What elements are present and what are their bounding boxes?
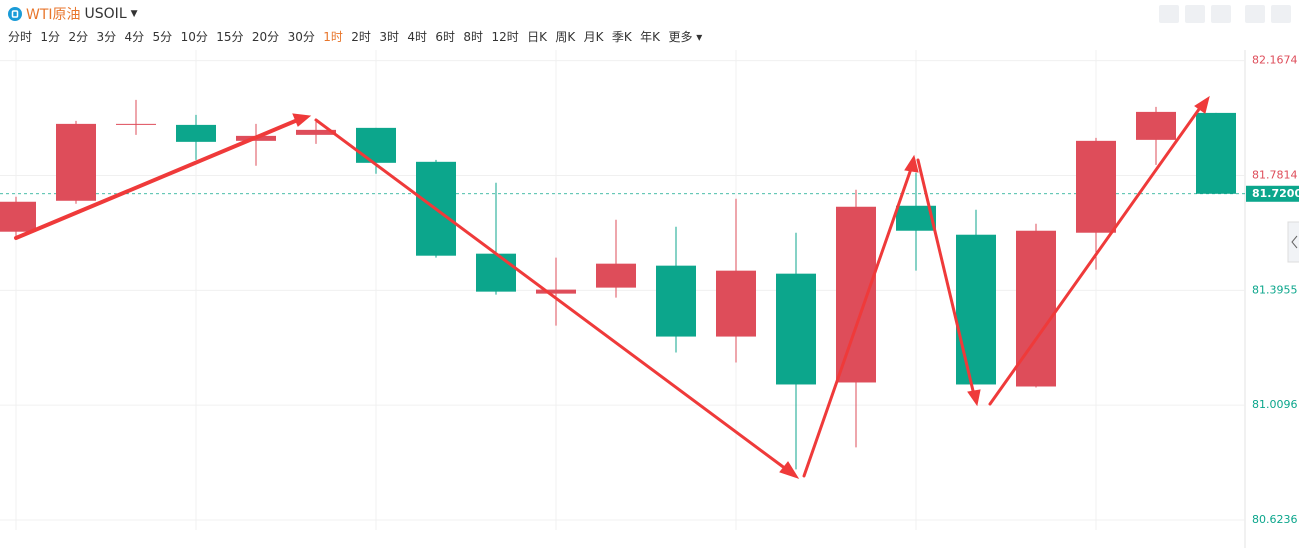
- candle-body: [776, 273, 816, 385]
- annotation-arrows: [14, 95, 1210, 479]
- period-tab[interactable]: 更多 ▾: [668, 30, 703, 44]
- last-price-label: 81.7200: [1252, 187, 1299, 200]
- period-tab[interactable]: 2时: [351, 30, 371, 44]
- period-tab[interactable]: 5分: [152, 30, 173, 44]
- period-tab[interactable]: 10分: [180, 30, 208, 44]
- candle-body: [956, 234, 996, 385]
- side-tab[interactable]: [1287, 221, 1299, 263]
- period-tab[interactable]: 4时: [407, 30, 427, 44]
- period-tabs: 分时 1分 2分 3分 4分 5分 10分 15分 20分 30分 1时 2时 3时 4时 6时 8时 12时日…: [8, 28, 702, 45]
- period-tab[interactable]: 月K: [583, 30, 604, 44]
- period-tab[interactable]: 30分: [287, 30, 315, 44]
- candle-body: [356, 127, 396, 163]
- symbol[interactable]: WTI原油 USOIL ▼: [8, 4, 138, 24]
- period-tab[interactable]: 2分: [68, 30, 89, 44]
- period-tab[interactable]: 6时: [435, 30, 456, 44]
- candle-body: [716, 270, 756, 337]
- period-tab[interactable]: 15分: [216, 30, 244, 44]
- candle-body: [56, 123, 96, 201]
- y-axis: 80.6236 81.0096 81.3955 81.7814 82.1674 81.72…: [1246, 54, 1299, 526]
- tool-icon[interactable]: [1185, 5, 1205, 23]
- candle-body: [1196, 112, 1236, 194]
- y-tick-label: 81.3955: [1252, 283, 1298, 296]
- symbol-name: WTI原油: [26, 7, 81, 23]
- candle-body: [1016, 230, 1056, 387]
- period-tab[interactable]: 3分: [96, 30, 117, 44]
- y-tick-label: 82.1674: [1252, 54, 1298, 67]
- y-tick-label: 81.7814: [1252, 169, 1298, 182]
- toolbar: WTI原油 USOIL ▼ 分时 1分 2分 3分 4分 5分 10分 15分 20分 30分 1时…: [0, 0, 1299, 50]
- y-tick-label: 80.6236: [1252, 513, 1298, 526]
- period-tab[interactable]: 4分: [124, 30, 145, 44]
- candle-body: [836, 206, 876, 383]
- period-tab[interactable]: 季K: [611, 30, 632, 44]
- period-tab[interactable]: 8时: [463, 30, 484, 44]
- tool-icon[interactable]: [1211, 5, 1231, 23]
- candle-body: [296, 129, 336, 135]
- period-tab[interactable]: 20分: [251, 30, 280, 44]
- symbol-icon: [8, 7, 22, 21]
- period-tab[interactable]: 1分: [40, 30, 61, 44]
- candle-body: [536, 289, 576, 294]
- period-tab[interactable]: 年K: [640, 30, 661, 44]
- dropdown-arrow: ▼: [130, 9, 138, 19]
- period-tab[interactable]: 3时: [379, 30, 399, 44]
- tool-icon[interactable]: [1271, 5, 1291, 23]
- side-tab-arrow: [1291, 235, 1298, 249]
- period-tab[interactable]: 日K: [527, 30, 547, 44]
- y-tick-label: 81.0096: [1252, 398, 1298, 411]
- period-tab[interactable]: 周K: [555, 30, 576, 44]
- candle-body: [476, 253, 516, 292]
- last-price-box: [1246, 185, 1299, 202]
- candle-body: [656, 265, 696, 337]
- grid: [0, 50, 1245, 530]
- candle-body: [596, 263, 636, 288]
- symbol-code: USOIL: [84, 6, 127, 22]
- candle-body: [1076, 140, 1116, 233]
- tool-icons: [1159, 5, 1291, 23]
- tool-icon[interactable]: [1245, 5, 1265, 23]
- tool-icon[interactable]: [1159, 5, 1179, 23]
- candle-body: [176, 124, 216, 142]
- period-tab[interactable]: 分时: [8, 30, 33, 44]
- candle-body: [116, 123, 156, 125]
- period-tab[interactable]: 12时: [491, 30, 519, 44]
- candle-body: [1136, 111, 1176, 140]
- candle-body: [0, 201, 36, 232]
- candles: [0, 99, 1236, 470]
- period-tab[interactable]: 1时: [323, 30, 343, 44]
